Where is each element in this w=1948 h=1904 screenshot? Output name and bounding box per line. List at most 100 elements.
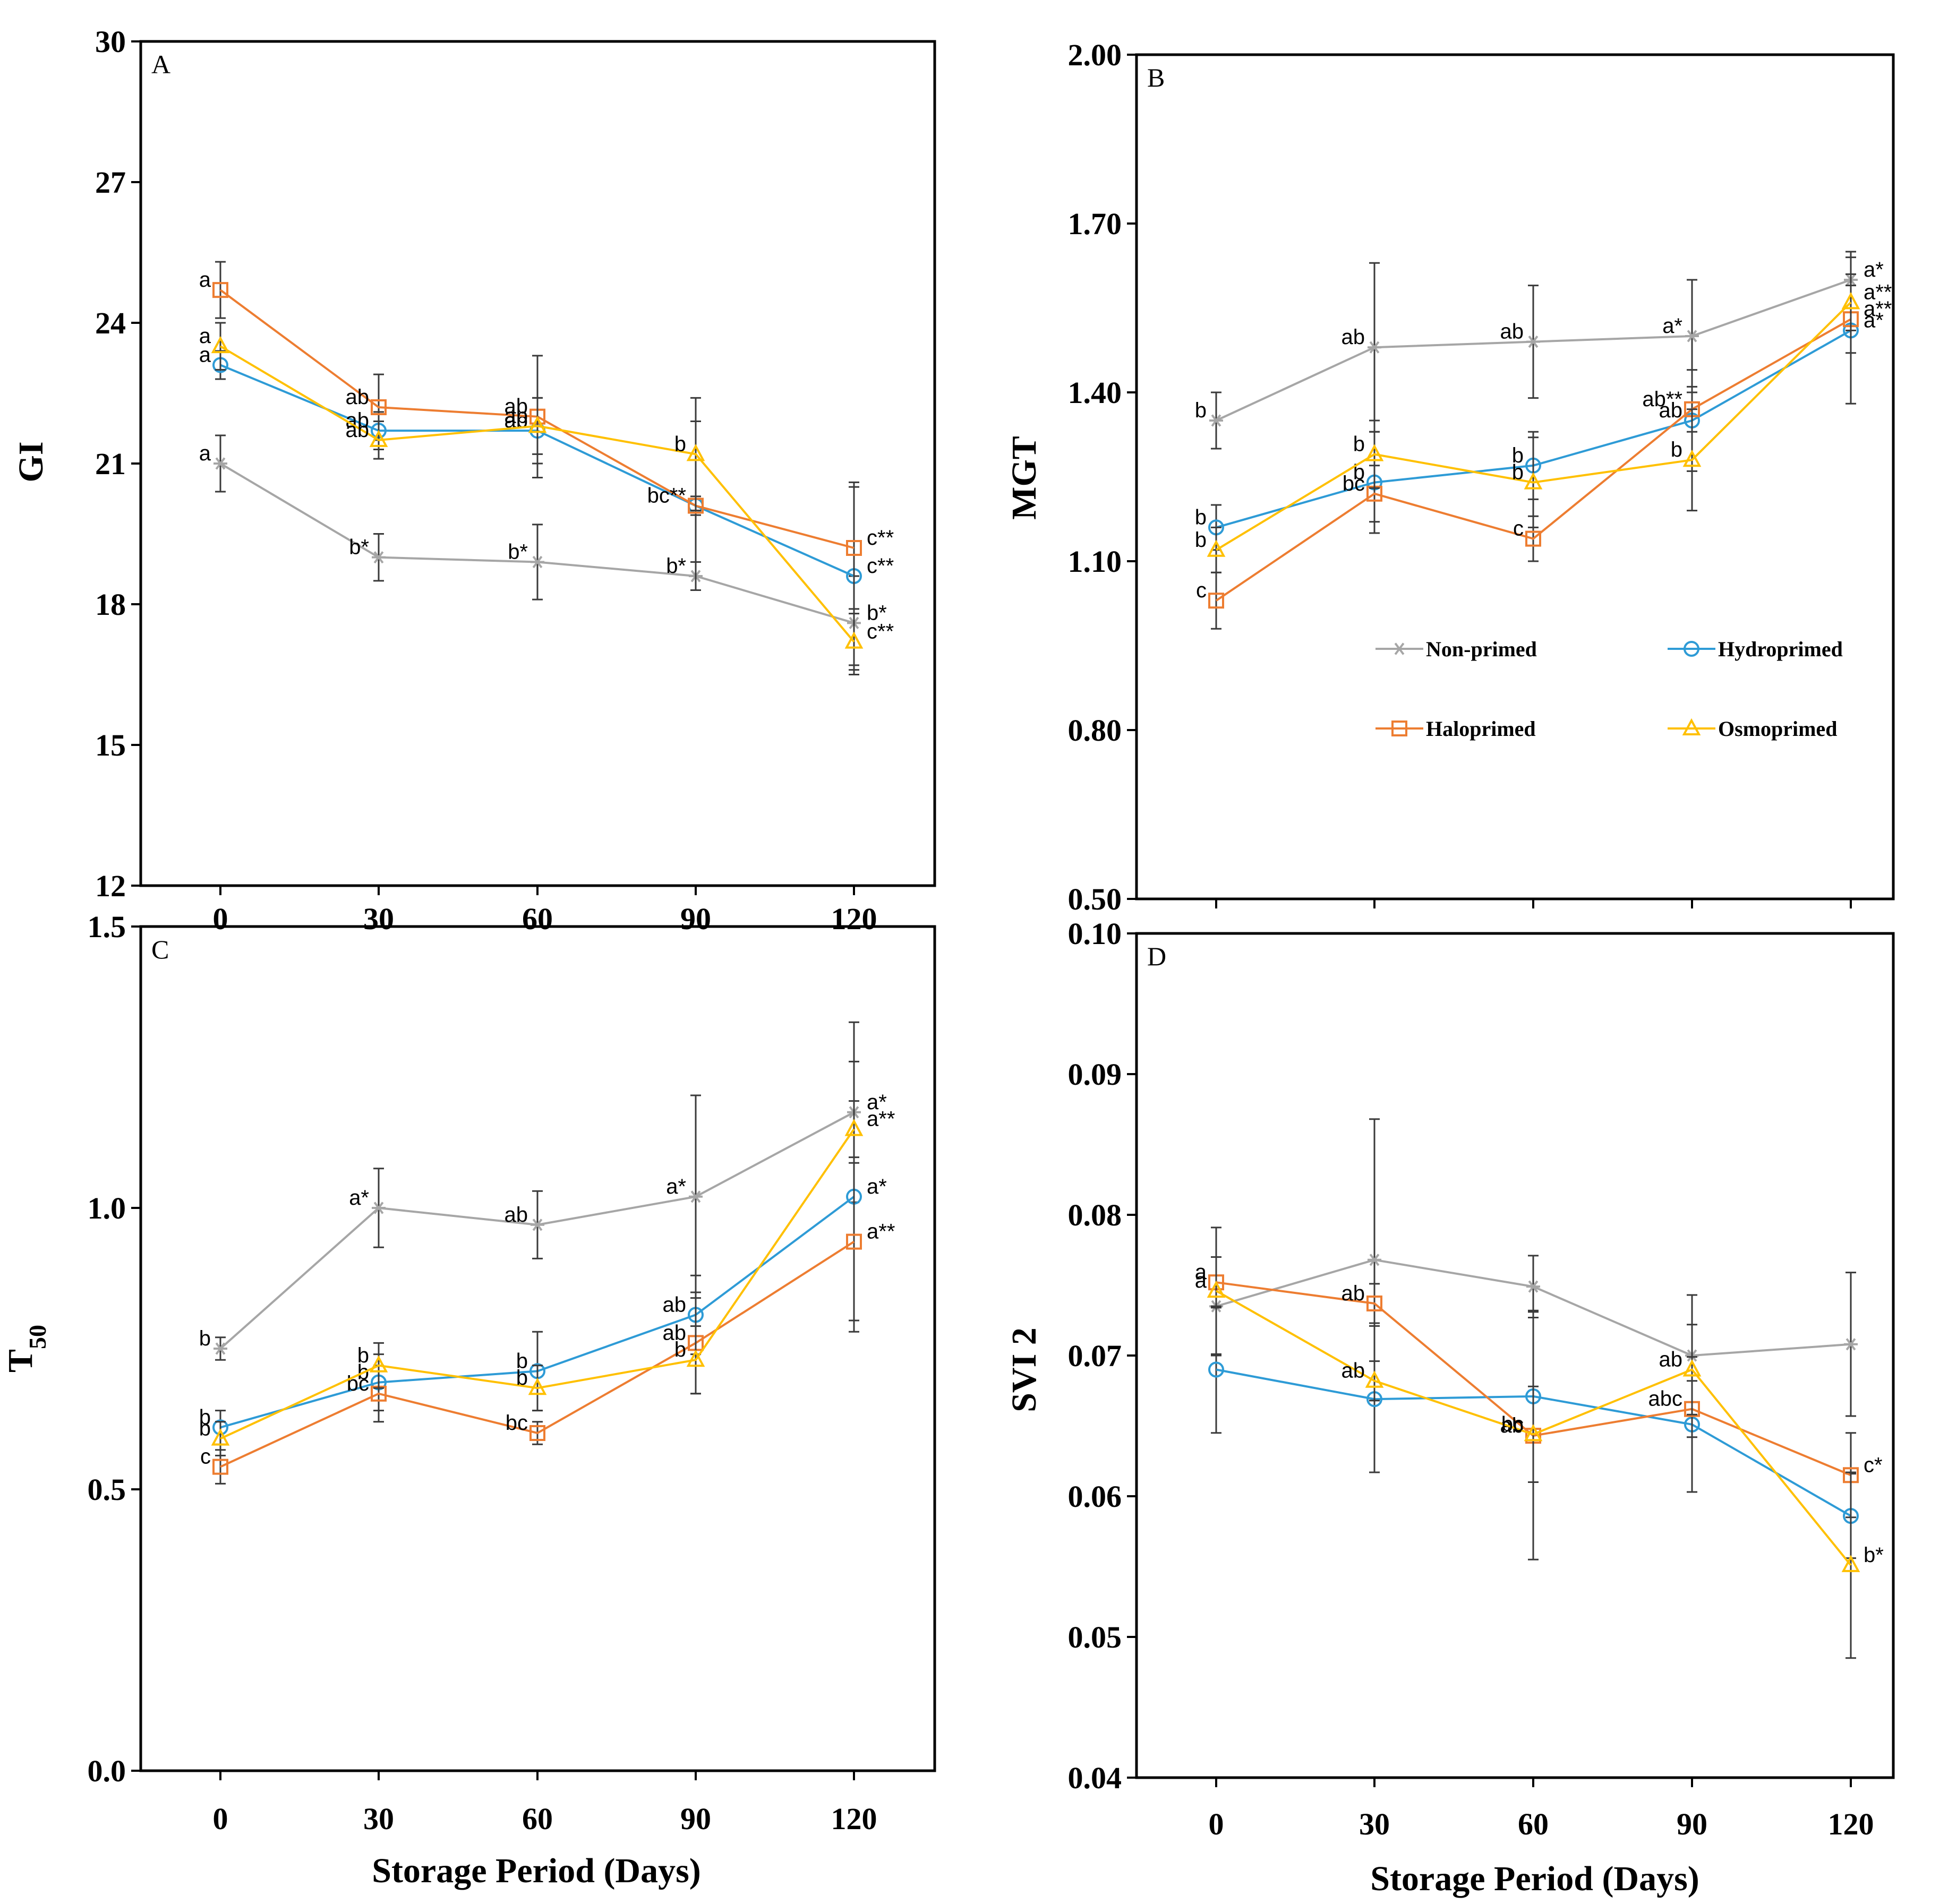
y-axis-title: T50 [1, 1325, 51, 1373]
significance-label: a** [1864, 280, 1892, 304]
data-point [371, 399, 387, 415]
data-point [1524, 1424, 1543, 1442]
significance-label: b [1512, 444, 1524, 467]
series-line [1216, 1290, 1852, 1566]
series-non_primed: a b* b* b* b* [199, 434, 887, 671]
significance-label: ab [1342, 1359, 1365, 1383]
y-tick-label: 0.10 [1068, 916, 1122, 951]
significance-label: c [1196, 579, 1207, 602]
data-point [1841, 1555, 1860, 1572]
data-point [528, 1377, 547, 1395]
significance-label: ab [1342, 325, 1365, 349]
y-tick-label: 0.50 [1068, 882, 1122, 916]
x-axis-title: Storage Period (Days) [372, 1851, 701, 1890]
data-point [1368, 1254, 1381, 1266]
data-point [1685, 330, 1699, 342]
y-tick-label: 2.00 [1068, 38, 1122, 72]
data-point [369, 430, 388, 447]
data-point [1365, 444, 1384, 461]
significance-label: a** [867, 1220, 895, 1243]
significance-label: ab [505, 1203, 528, 1227]
data-point [1682, 449, 1702, 467]
data-point [1841, 292, 1860, 310]
y-tick-label: 0.06 [1068, 1479, 1122, 1514]
y-axis-title: MGT [1005, 436, 1044, 520]
significance-label: abc [1648, 1387, 1683, 1411]
data-point [686, 444, 705, 461]
significance-label: b [516, 1366, 528, 1390]
legend-label-haloprimed: Haloprimed [1426, 717, 1536, 741]
legend-marker [1392, 642, 1406, 655]
significance-label: ab [663, 1293, 687, 1316]
y-tick-label: 1.40 [1068, 375, 1122, 410]
data-point [372, 1202, 386, 1214]
series-non_primed: b a* ab a* a* [199, 1021, 887, 1361]
series-line [1215, 318, 1851, 602]
data-point [1207, 1280, 1226, 1298]
x-tick-label: 0 [213, 1802, 228, 1836]
y-tick-label: 27 [95, 165, 126, 200]
y-tick-label: 12 [95, 869, 126, 903]
x-tick-label: 60 [1518, 1807, 1549, 1841]
significance-label: b [199, 1327, 211, 1350]
significance-label: ab [505, 404, 528, 427]
significance-label: b [674, 432, 686, 456]
legend-marker [1391, 721, 1407, 736]
data-point [1525, 530, 1541, 547]
significance-label: a* [666, 1175, 686, 1198]
significance-label: a* [867, 1175, 887, 1198]
x-tick-label: 0 [213, 902, 228, 936]
y-axis-title-subscript: 50 [24, 1325, 51, 1349]
data-point [213, 1342, 227, 1355]
significance-label: ab** [1642, 388, 1682, 411]
data-point [689, 1190, 703, 1203]
significance-label: a [199, 344, 211, 367]
significance-label: b* [508, 541, 528, 564]
series-line [219, 345, 855, 642]
x-tick-label: 120 [1828, 1807, 1874, 1841]
y-tick-label: 0.80 [1068, 713, 1122, 748]
plot-frame [1135, 932, 1895, 1779]
panel-letter: A [151, 49, 170, 79]
significance-label: bc [506, 1411, 528, 1435]
significance-label: ab [1500, 320, 1524, 344]
significance-label: b [199, 1417, 211, 1440]
legend-item-haloprimed: Haloprimed [1375, 717, 1536, 741]
significance-label: bc** [647, 484, 686, 508]
panel-letter: C [151, 934, 169, 964]
significance-label: b [516, 1349, 528, 1373]
x-tick-label: 30 [1359, 1807, 1390, 1841]
significance-label: c** [867, 554, 894, 578]
significance-label: b* [1864, 1543, 1884, 1567]
data-point [846, 1233, 862, 1250]
data-point [846, 540, 862, 556]
x-tick-label: 30 [363, 1802, 394, 1836]
data-point [1208, 1361, 1224, 1378]
significance-label: a* [867, 1091, 887, 1114]
significance-label: a* [349, 1186, 369, 1210]
legend-label-hydroprimed: Hydroprimed [1718, 637, 1843, 661]
y-axis-title: SVI 2 [1005, 1327, 1044, 1412]
data-point [212, 1459, 228, 1475]
y-tick-label: 0.05 [1068, 1620, 1122, 1654]
data-point [1844, 1338, 1858, 1351]
y-tick-label: 0.09 [1068, 1057, 1122, 1092]
x-axis-title: Storage Period (Days) [1370, 1859, 1699, 1898]
y-tick-label: 30 [95, 24, 126, 59]
data-point [531, 555, 544, 569]
significance-label: ab [505, 395, 528, 418]
x-tick-label: 120 [831, 1802, 877, 1836]
significance-label: c** [867, 526, 894, 550]
y-axis-title: GI [12, 441, 50, 482]
x-tick-label: 90 [1677, 1807, 1707, 1841]
x-tick-label: 30 [363, 902, 394, 936]
y-tick-label: 15 [95, 728, 126, 762]
legend-marker [1682, 718, 1701, 735]
panel-d-svi2: 0.04 0.05 0.06 0.07 0.08 0.09 0.10 0 30 60 90 120 D S… [1005, 916, 1895, 1898]
